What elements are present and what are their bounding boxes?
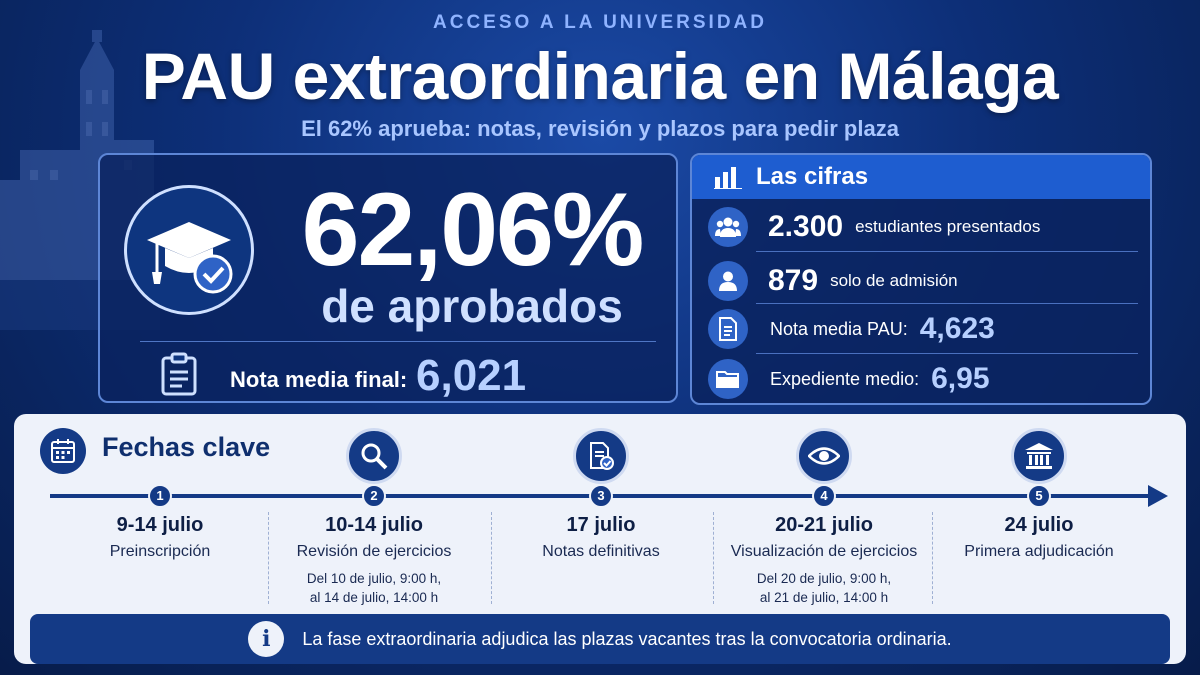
figure-value: 6,95	[931, 362, 990, 395]
clipboard-icon	[161, 352, 197, 396]
group-icon	[708, 207, 748, 247]
figures-title: Las cifras	[756, 163, 869, 190]
timeline-step: 10-14 julio Revisión de ejercicios Del 1…	[264, 514, 484, 607]
figure-row-pau-average: Nota media PAU: 4,623	[692, 303, 1150, 355]
figures-panel: Las cifras 2.300 estudiantes presentados…	[690, 153, 1152, 405]
page-title: PAU extraordinaria en Málaga	[141, 39, 1059, 113]
page-subtitle: El 62% aprueba: notas, revisión y plazos…	[301, 116, 899, 141]
timeline-step: 9-14 julio Preinscripción	[50, 514, 270, 561]
approval-percentage: 62,06%	[301, 172, 645, 288]
figure-label: Expediente medio:	[770, 368, 920, 389]
step-label: Primera adjudicación	[964, 543, 1114, 560]
search-icon	[346, 428, 402, 484]
info-banner: i La fase extraordinaria adjudica las pl…	[30, 614, 1170, 664]
step-detail: Del 10 de julio, 9:00 h, al 14 de julio,…	[264, 569, 484, 607]
divider	[491, 512, 492, 604]
figure-label: Nota media PAU:	[770, 318, 908, 339]
step-detail-line: Del 10 de julio, 9:00 h,	[306, 571, 442, 586]
divider	[713, 512, 714, 604]
divider	[756, 251, 1138, 252]
section-kicker: ACCESO A LA UNIVERSIDAD	[433, 12, 767, 33]
document-check-icon	[573, 428, 629, 484]
step-detail: Del 20 de julio, 9:00 h, al 21 de julio,…	[714, 569, 934, 607]
divider	[268, 512, 269, 604]
step-date: 24 julio	[1004, 514, 1074, 536]
step-date: 20-21 julio	[775, 514, 873, 536]
university-icon	[1011, 428, 1067, 484]
step-label: Notas definitivas	[542, 543, 660, 560]
figure-row-admission: 879 solo de admisión	[692, 255, 1150, 307]
step-label: Visualización de ejercicios	[730, 543, 918, 560]
figures-header: Las cifras	[692, 155, 1150, 199]
figure-text: solo de admisión	[830, 271, 958, 290]
figure-text: estudiantes presentados	[855, 217, 1041, 236]
key-dates-title: Fechas clave	[102, 432, 271, 462]
divider	[756, 353, 1138, 354]
step-date: 10-14 julio	[325, 514, 423, 536]
info-icon: i	[248, 621, 285, 657]
person-icon	[708, 261, 748, 301]
figure-row-record-average: Expediente medio: 6,95	[692, 353, 1150, 403]
step-date: 17 julio	[566, 514, 636, 536]
document-icon	[708, 309, 748, 349]
divider	[756, 303, 1138, 304]
figure-value: 4,623	[919, 312, 995, 345]
approval-stat-panel: 62,06% de aprobados Nota media final: 6,…	[98, 153, 678, 403]
timeline-step: 20-21 julio Visualización de ejercicios …	[714, 514, 934, 607]
step-number: 3	[589, 484, 613, 508]
final-average-label: Nota media final:	[230, 367, 408, 392]
folder-icon	[708, 359, 748, 399]
step-number: 2	[362, 484, 386, 508]
step-detail-line: Del 20 de julio, 9:00 h,	[756, 571, 892, 586]
step-date: 9-14 julio	[116, 514, 204, 536]
eye-icon	[796, 428, 852, 484]
final-average-value: 6,021	[416, 351, 527, 400]
step-number: 1	[148, 484, 172, 508]
info-text: La fase extraordinaria adjudica las plaz…	[302, 628, 952, 649]
timeline-arrow	[1148, 485, 1168, 507]
calendar-icon	[40, 428, 86, 474]
figure-number: 2.300	[768, 210, 844, 243]
approval-label: de aprobados	[321, 280, 623, 332]
graduation-cap-check-icon	[124, 185, 254, 315]
step-number: 5	[1027, 484, 1051, 508]
step-label: Revisión de ejercicios	[296, 543, 452, 560]
step-number: 4	[812, 484, 836, 508]
divider	[140, 341, 656, 342]
step-detail-line: al 21 de julio, 14:00 h	[759, 590, 889, 605]
figure-row-presented: 2.300 estudiantes presentados	[692, 201, 1150, 253]
step-detail-line: al 14 de julio, 14:00 h	[309, 590, 439, 605]
bar-chart-icon	[714, 167, 742, 189]
step-label: Preinscripción	[109, 543, 211, 560]
timeline-step: 24 julio Primera adjudicación	[929, 514, 1149, 561]
figure-number: 879	[768, 264, 819, 297]
timeline-step: 17 julio Notas definitivas	[491, 514, 711, 561]
divider	[932, 512, 933, 604]
